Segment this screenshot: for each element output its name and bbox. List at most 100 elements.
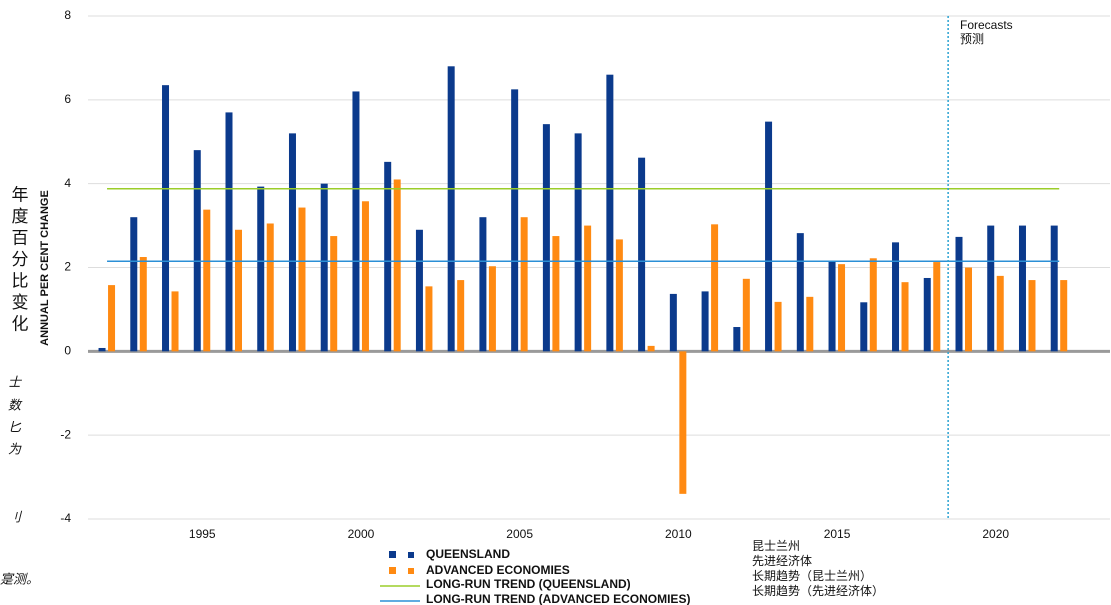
bar	[701, 291, 709, 352]
bar	[266, 223, 274, 352]
bar	[742, 278, 750, 352]
bar	[225, 112, 233, 352]
bar	[869, 258, 877, 352]
y-tick-label: 2	[64, 260, 71, 274]
bar	[711, 224, 719, 352]
bar	[235, 229, 242, 352]
bar	[320, 183, 328, 352]
bar	[108, 285, 116, 352]
y-tick-label: -4	[60, 511, 71, 525]
y-tick-label: 0	[64, 344, 71, 358]
annotation-zh: 预测	[960, 32, 984, 46]
bar	[828, 261, 836, 352]
bar	[838, 264, 846, 352]
bar	[965, 267, 972, 352]
y-axis-label-zh: 年	[12, 185, 29, 204]
bar	[647, 345, 655, 352]
legend-label: LONG-RUN TREND (QUEENSLAND)	[426, 577, 631, 591]
bar	[669, 293, 677, 352]
bar	[806, 296, 814, 352]
y-axis-label-zh: 度	[12, 207, 29, 226]
y-axis-label-zh: 百	[12, 228, 29, 247]
y-tick-label: -2	[60, 427, 71, 441]
bar	[901, 282, 909, 352]
legend-label-zh: 长期趋势（昆士兰州）	[752, 569, 872, 583]
bar	[1060, 280, 1068, 352]
bar	[352, 91, 360, 352]
bar	[955, 236, 963, 352]
bar	[162, 85, 170, 352]
side-fragment: 匕	[8, 419, 22, 434]
bar	[139, 257, 147, 352]
bar	[511, 89, 519, 352]
x-tick-label: 2015	[824, 527, 851, 541]
bar	[860, 302, 868, 352]
side-fragment: 刂	[8, 509, 23, 524]
bar	[425, 286, 433, 352]
bar	[193, 150, 201, 352]
y-tick-label: 4	[64, 176, 71, 190]
bar	[774, 301, 782, 352]
bar	[98, 347, 106, 352]
bar	[384, 161, 392, 352]
bar	[520, 217, 528, 352]
bar	[584, 225, 592, 352]
bar	[923, 277, 931, 352]
x-tick-label: 2000	[348, 527, 375, 541]
bar	[203, 209, 211, 352]
y-tick-label: 6	[64, 92, 71, 106]
bar	[447, 66, 455, 352]
bar	[933, 262, 941, 352]
bar	[733, 327, 741, 352]
side-fragment: 士	[8, 374, 23, 389]
y-axis-label: ANNUAL PER CENT CHANGE	[39, 190, 51, 346]
x-tick-label: 1995	[189, 527, 216, 541]
bar	[393, 179, 401, 352]
bar	[765, 121, 773, 352]
bar	[361, 201, 369, 352]
side-fragment: 为	[8, 441, 22, 456]
bar	[479, 217, 487, 352]
y-axis-label-zh: 化	[12, 314, 29, 333]
bar	[679, 351, 687, 494]
legend-label-zh: 先进经济体	[752, 553, 812, 568]
side-fragment: 寔测。	[0, 571, 39, 586]
bar	[130, 217, 138, 352]
bar	[996, 275, 1004, 352]
bar	[488, 266, 496, 352]
bar	[1028, 280, 1036, 352]
bar	[638, 157, 646, 352]
bar	[1050, 225, 1058, 352]
legend-marker	[389, 551, 396, 558]
bar	[457, 280, 465, 352]
bar	[288, 133, 296, 352]
y-axis-label-zh: 分	[12, 250, 29, 269]
legend-marker	[408, 552, 414, 558]
bar	[606, 74, 614, 352]
bar	[552, 236, 560, 352]
y-tick-label: 8	[64, 8, 71, 22]
bar	[892, 242, 900, 352]
y-axis-label-zh: 变	[12, 293, 29, 312]
legend-label-zh: 昆士兰州	[752, 539, 800, 553]
bar	[298, 207, 306, 352]
legend-label-zh: 长期趋势（先进经济体）	[752, 583, 884, 598]
bar	[1018, 225, 1026, 352]
side-fragment: 数	[8, 397, 23, 412]
x-tick-label: 2005	[506, 527, 533, 541]
bar	[415, 229, 423, 352]
bar	[574, 133, 582, 352]
bar	[257, 186, 265, 352]
bar	[796, 233, 804, 352]
bar	[615, 239, 623, 352]
legend-marker	[389, 567, 396, 574]
bar	[542, 124, 550, 352]
bar	[987, 225, 995, 352]
bar	[171, 291, 179, 352]
x-tick-label: 2010	[665, 527, 692, 541]
legend-label: QUEENSLAND	[426, 547, 510, 561]
annotation: Forecasts	[960, 18, 1013, 32]
legend-label: ADVANCED ECONOMIES	[426, 563, 570, 577]
x-tick-label: 2020	[982, 527, 1009, 541]
